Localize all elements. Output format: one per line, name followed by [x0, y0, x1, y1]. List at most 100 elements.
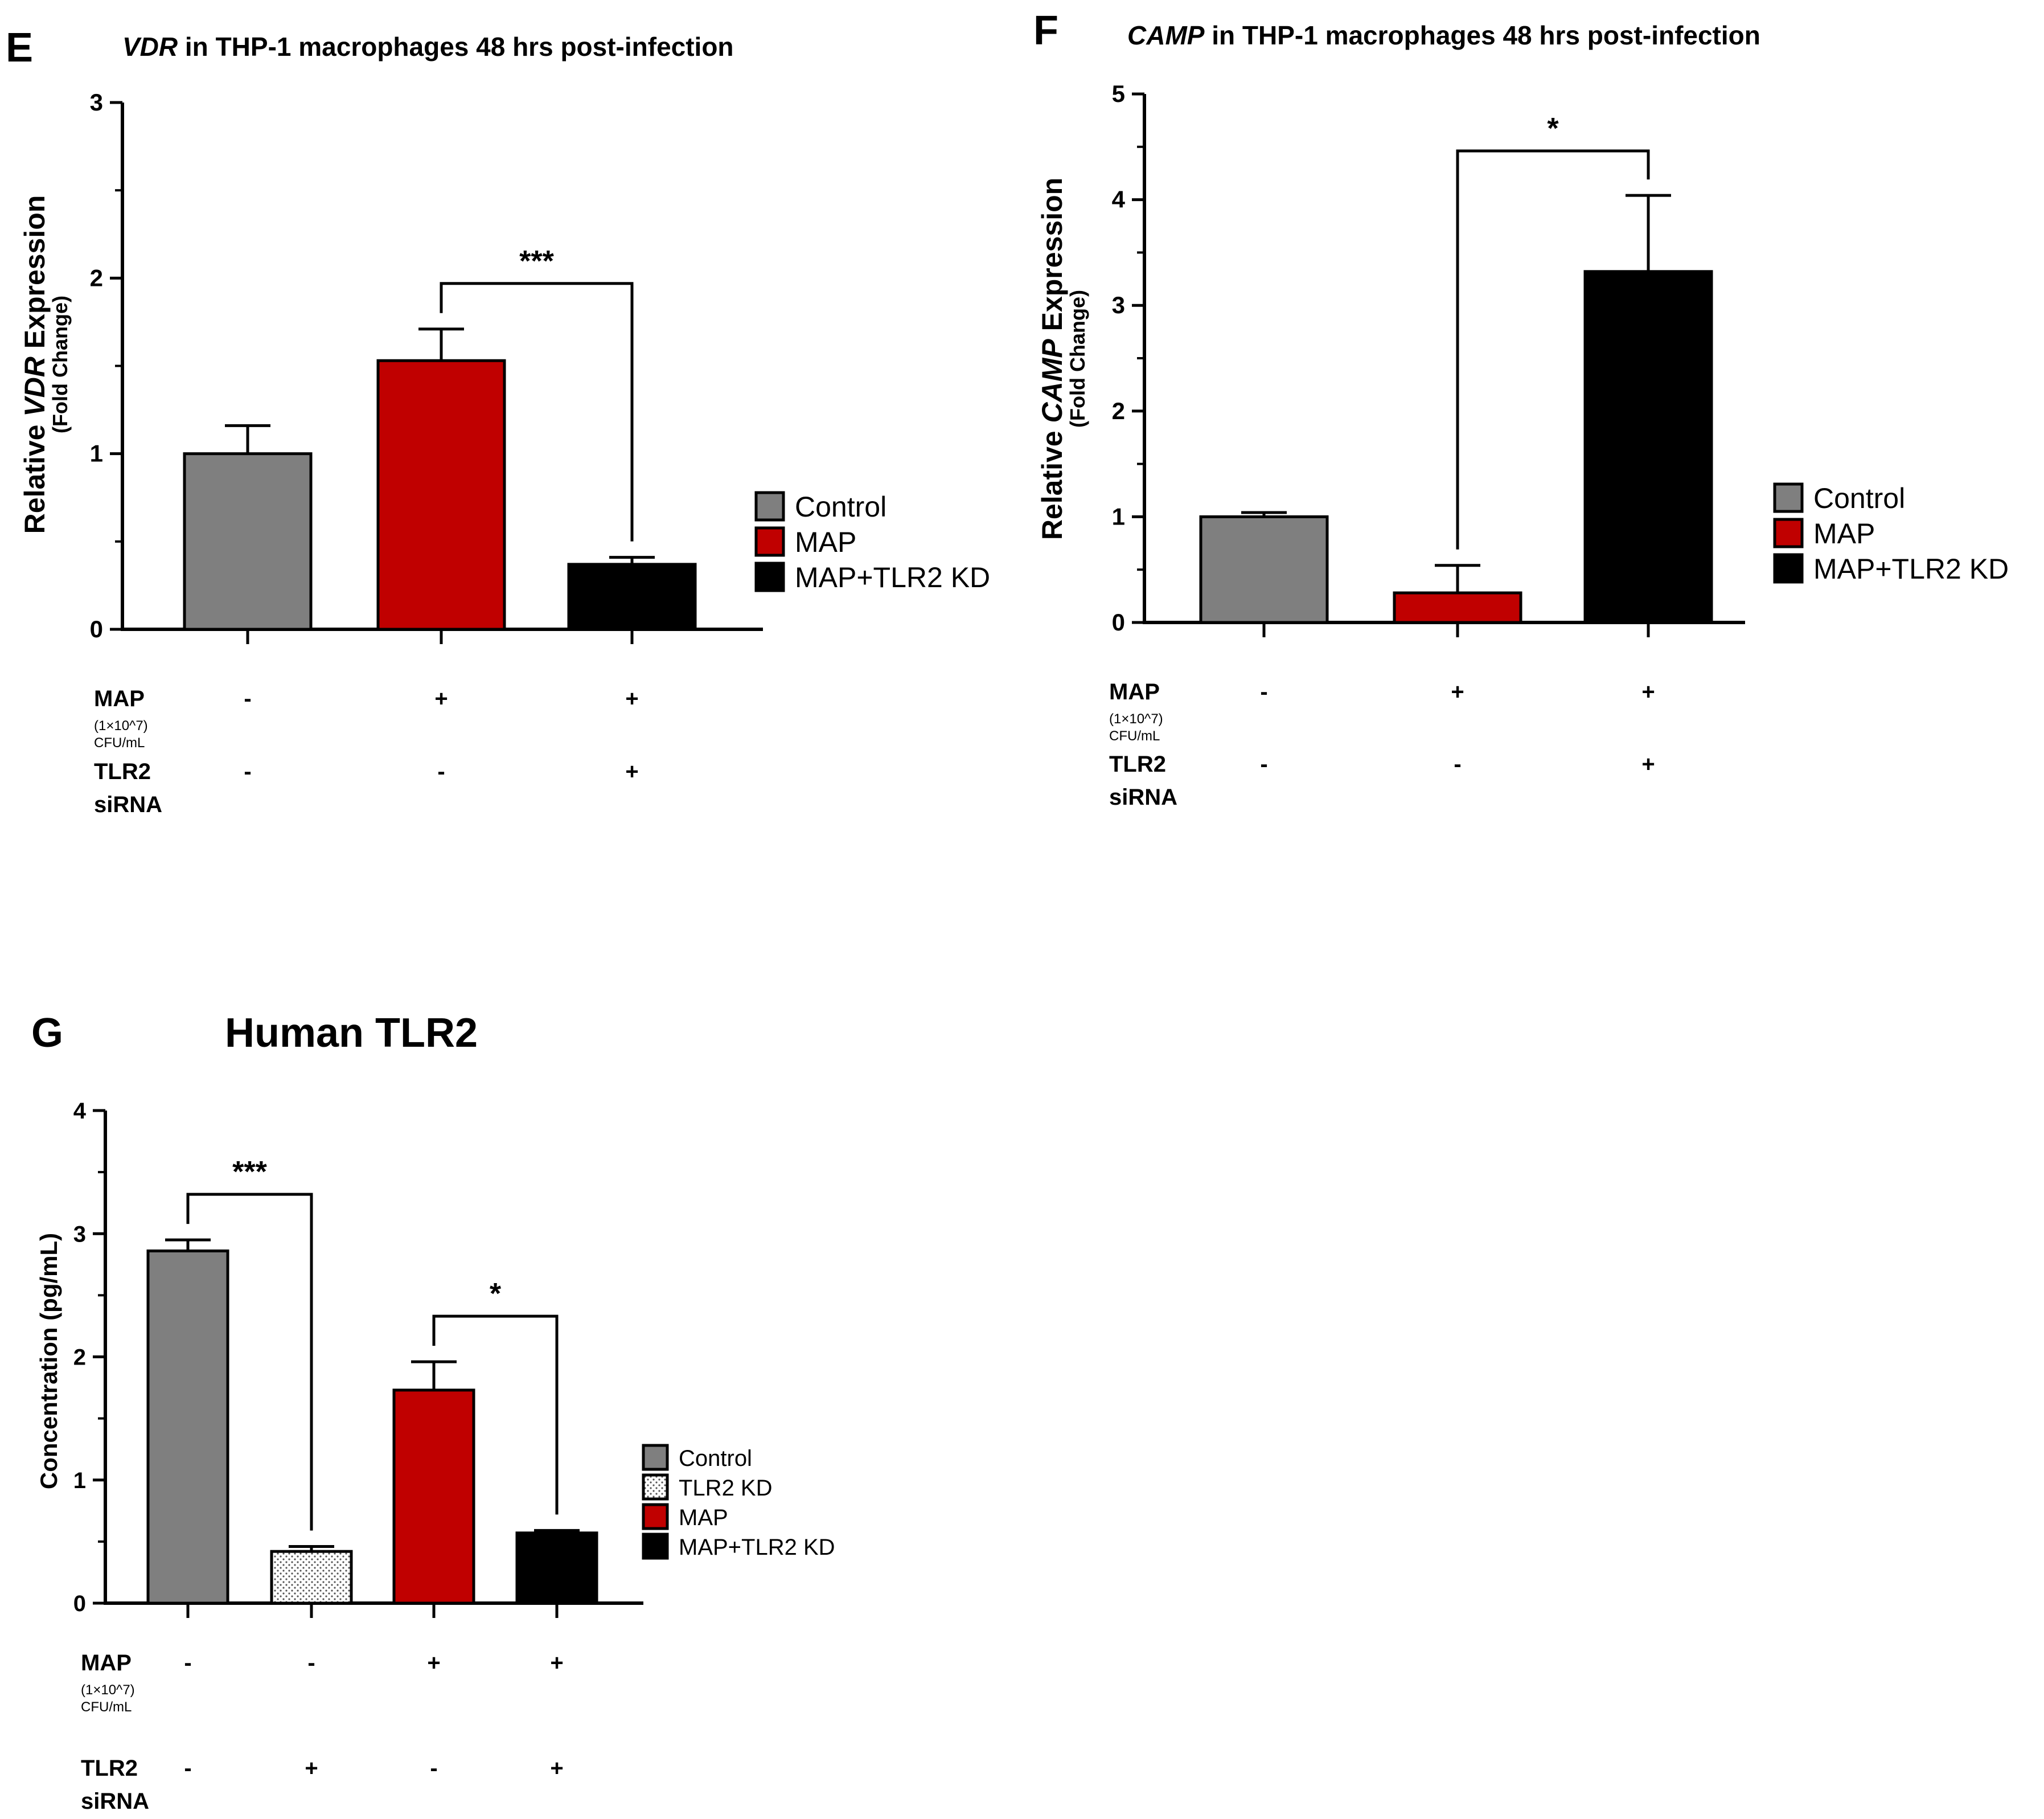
condition-sign: + [625, 686, 638, 711]
chart-panel-e: E VDR in THP-1 macrophages 48 hrs post-in… [6, 25, 990, 817]
legend-label: MAP+TLR2 KD [795, 562, 990, 593]
y-axis-label: Relative VDR Expression [19, 195, 51, 534]
condition-sign: - [1260, 679, 1267, 704]
condition-row-sublabel: (1×10^7) [94, 718, 148, 734]
bar-map-tlr2-kd [567, 563, 697, 631]
y-tick-label: 4 [73, 1099, 87, 1124]
y-tick-label: 0 [1112, 609, 1125, 636]
legend-label: MAP+TLR2 KD [679, 1535, 835, 1560]
legend-swatch [642, 1503, 669, 1530]
legend-label: MAP+TLR2 KD [1813, 553, 2009, 585]
condition-row-sublabel: siRNA [94, 792, 162, 817]
legend-swatch [1773, 518, 1804, 548]
condition-row-sublabel: (1×10^7) [1109, 711, 1163, 727]
condition-sign: - [184, 1650, 191, 1675]
condition-sign: + [625, 759, 638, 784]
y-tick-label: 0 [73, 1591, 86, 1616]
y-tick-label: 2 [90, 264, 103, 291]
condition-row-sublabel: siRNA [1109, 785, 1177, 810]
condition-row-label: TLR2 [1109, 752, 1166, 777]
condition-sign: - [244, 759, 251, 784]
significance-bracket [1456, 149, 1650, 550]
y-tick-label: 1 [90, 440, 103, 467]
condition-sign: + [1641, 752, 1655, 777]
condition-sign: + [1641, 679, 1655, 704]
condition-sign: - [437, 759, 445, 784]
condition-row-sublabel: (1×10^7) [81, 1682, 135, 1698]
y-tick-label: 3 [73, 1222, 86, 1247]
significance-bracket [440, 282, 634, 542]
significance-label: *** [519, 245, 554, 278]
condition-sign: + [1451, 679, 1464, 704]
legend-swatch [1773, 553, 1804, 584]
bar-tlr2-kd [270, 1550, 353, 1605]
condition-sign: + [427, 1650, 440, 1675]
y-tick-label: 2 [73, 1345, 86, 1370]
panel-letter: G [31, 1010, 63, 1056]
significance-label: *** [232, 1156, 267, 1189]
condition-sign: - [1454, 752, 1461, 777]
condition-row-label: TLR2 [81, 1756, 138, 1781]
bar-map-tlr2-kd [1583, 270, 1713, 624]
y-tick-label: 3 [90, 89, 103, 116]
legend-label: Control [1813, 482, 1905, 514]
legend-label: Control [679, 1446, 752, 1471]
condition-sign: - [244, 686, 251, 711]
condition-row-sublabel: CFU/mL [81, 1699, 132, 1715]
condition-row-sublabel: siRNA [81, 1789, 149, 1814]
condition-sign: + [550, 1756, 563, 1781]
legend-label: MAP [1813, 518, 1875, 550]
bar-control [183, 452, 313, 631]
y-tick-label: 3 [1112, 292, 1125, 318]
y-tick-label: 2 [1112, 398, 1125, 424]
condition-row-label: MAP [81, 1650, 132, 1675]
chart-panel-f: F CAMP in THP-1 macrophages 48 hrs post-i… [1033, 8, 2009, 810]
condition-row-label: MAP [94, 686, 145, 711]
legend-swatch [754, 491, 785, 522]
condition-sign: - [184, 1756, 191, 1781]
bar-map-tlr2-kd [515, 1531, 598, 1605]
legend-swatch [642, 1473, 669, 1501]
condition-sign: - [1260, 752, 1267, 777]
significance-bracket [186, 1193, 313, 1531]
legend-label: Control [795, 491, 886, 523]
y-axis-sublabel: (Fold Change) [48, 296, 72, 433]
legend-label: MAP [795, 526, 856, 558]
y-tick-label: 5 [1112, 80, 1125, 107]
condition-sign: + [434, 686, 448, 711]
legend-swatch [642, 1444, 669, 1471]
legend-swatch [754, 562, 785, 592]
significance-label: * [490, 1277, 502, 1310]
condition-sign: + [305, 1756, 318, 1781]
condition-row-sublabel: CFU/mL [1109, 728, 1160, 744]
significance-bracket [432, 1314, 559, 1515]
bar-map [1393, 591, 1522, 624]
legend-label: TLR2 KD [679, 1476, 773, 1501]
condition-sign: + [550, 1650, 563, 1675]
y-tick-label: 0 [90, 616, 103, 642]
bar-map [392, 1388, 475, 1605]
y-tick-label: 1 [73, 1468, 86, 1493]
legend-label: MAP [679, 1505, 728, 1530]
chart-title: CAMP in THP-1 macrophages 48 hrs post-in… [1127, 21, 1760, 50]
chart-title: Human TLR2 [225, 1010, 478, 1056]
panel-letter: E [6, 25, 33, 71]
y-axis-sublabel: (Fold Change) [1066, 290, 1089, 428]
legend-swatch [1773, 482, 1804, 513]
legend-swatch [754, 526, 785, 557]
condition-sign: - [307, 1650, 315, 1675]
y-tick-label: 4 [1112, 186, 1126, 213]
bar-map [376, 359, 506, 631]
y-axis-label: Concentration (pg/mL) [35, 1233, 62, 1489]
condition-row-label: TLR2 [94, 759, 151, 784]
chart-title: VDR in THP-1 macrophages 48 hrs post-inf… [122, 32, 734, 62]
condition-sign: - [430, 1756, 437, 1781]
y-tick-label: 1 [1112, 503, 1125, 530]
condition-row-sublabel: CFU/mL [94, 735, 145, 751]
panel-letter: F [1033, 8, 1058, 54]
condition-row-label: MAP [1109, 679, 1160, 704]
legend-swatch [642, 1533, 669, 1560]
y-axis-label: Relative CAMP Expression [1036, 178, 1068, 540]
